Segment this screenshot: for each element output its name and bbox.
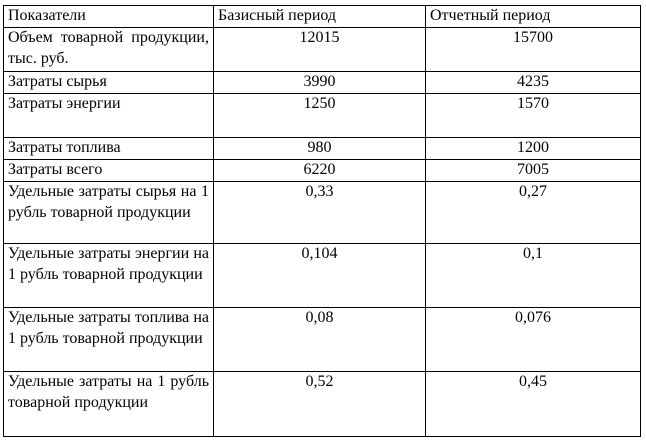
value-cell: 12015 [213, 27, 426, 72]
row-label: Затраты сырья [3, 71, 214, 94]
row-label: Удельные затраты топлива на 1 рубль това… [3, 307, 214, 372]
table-row: Затраты топлива 980 1200 [3, 137, 641, 160]
value-cell: 7005 [425, 159, 641, 182]
header-cell: Показатели [3, 5, 214, 28]
table-row: Затраты сырья 3990 4235 [3, 71, 641, 94]
value-cell: 0,08 [213, 307, 426, 372]
header-cell: Отчетный период [425, 5, 641, 28]
value-cell: 4235 [425, 71, 641, 94]
table-row: Удельные затраты на 1 рубль товарной про… [3, 371, 641, 437]
row-label: Затраты энергии [3, 93, 214, 138]
row-label: Удельные затраты на 1 рубль товарной про… [3, 371, 214, 437]
value-cell: 3990 [213, 71, 426, 94]
value-cell: 0,27 [425, 181, 641, 244]
table-row: Затраты энергии 1250 1570 [3, 93, 641, 138]
header-cell: Базисный период [213, 5, 426, 28]
data-table: Показатели Базисный период Отчетный период… [3, 5, 641, 437]
value-cell: 0,1 [425, 243, 641, 308]
value-cell: 1570 [425, 93, 641, 138]
value-cell: 1250 [213, 93, 426, 138]
value-cell: 0,45 [425, 371, 641, 437]
table-row: Объем товарной продукции, тыс. руб. 12015… [3, 27, 641, 72]
value-cell: 980 [213, 137, 426, 160]
value-cell: 0,076 [425, 307, 641, 372]
table-row: Удельные затраты энергии на 1 рубль това… [3, 243, 641, 308]
row-label: Затраты всего [3, 159, 214, 182]
table-row: Удельные затраты топлива на 1 рубль това… [3, 307, 641, 372]
row-label: Затраты топлива [3, 137, 214, 160]
value-cell: 1200 [425, 137, 641, 160]
table-row: Удельные затраты сырья на 1 рубль товарн… [3, 181, 641, 244]
value-cell: 6220 [213, 159, 426, 182]
header-row: Показатели Базисный период Отчетный период [3, 5, 641, 28]
value-cell: 0,52 [213, 371, 426, 437]
table-row: Затраты всего 6220 7005 [3, 159, 641, 182]
value-cell: 0,104 [213, 243, 426, 308]
row-label: Удельные затраты энергии на 1 рубль това… [3, 243, 214, 308]
value-cell: 15700 [425, 27, 641, 72]
row-label: Удельные затраты сырья на 1 рубль товарн… [3, 181, 214, 244]
value-cell: 0,33 [213, 181, 426, 244]
row-label: Объем товарной продукции, тыс. руб. [3, 27, 214, 72]
